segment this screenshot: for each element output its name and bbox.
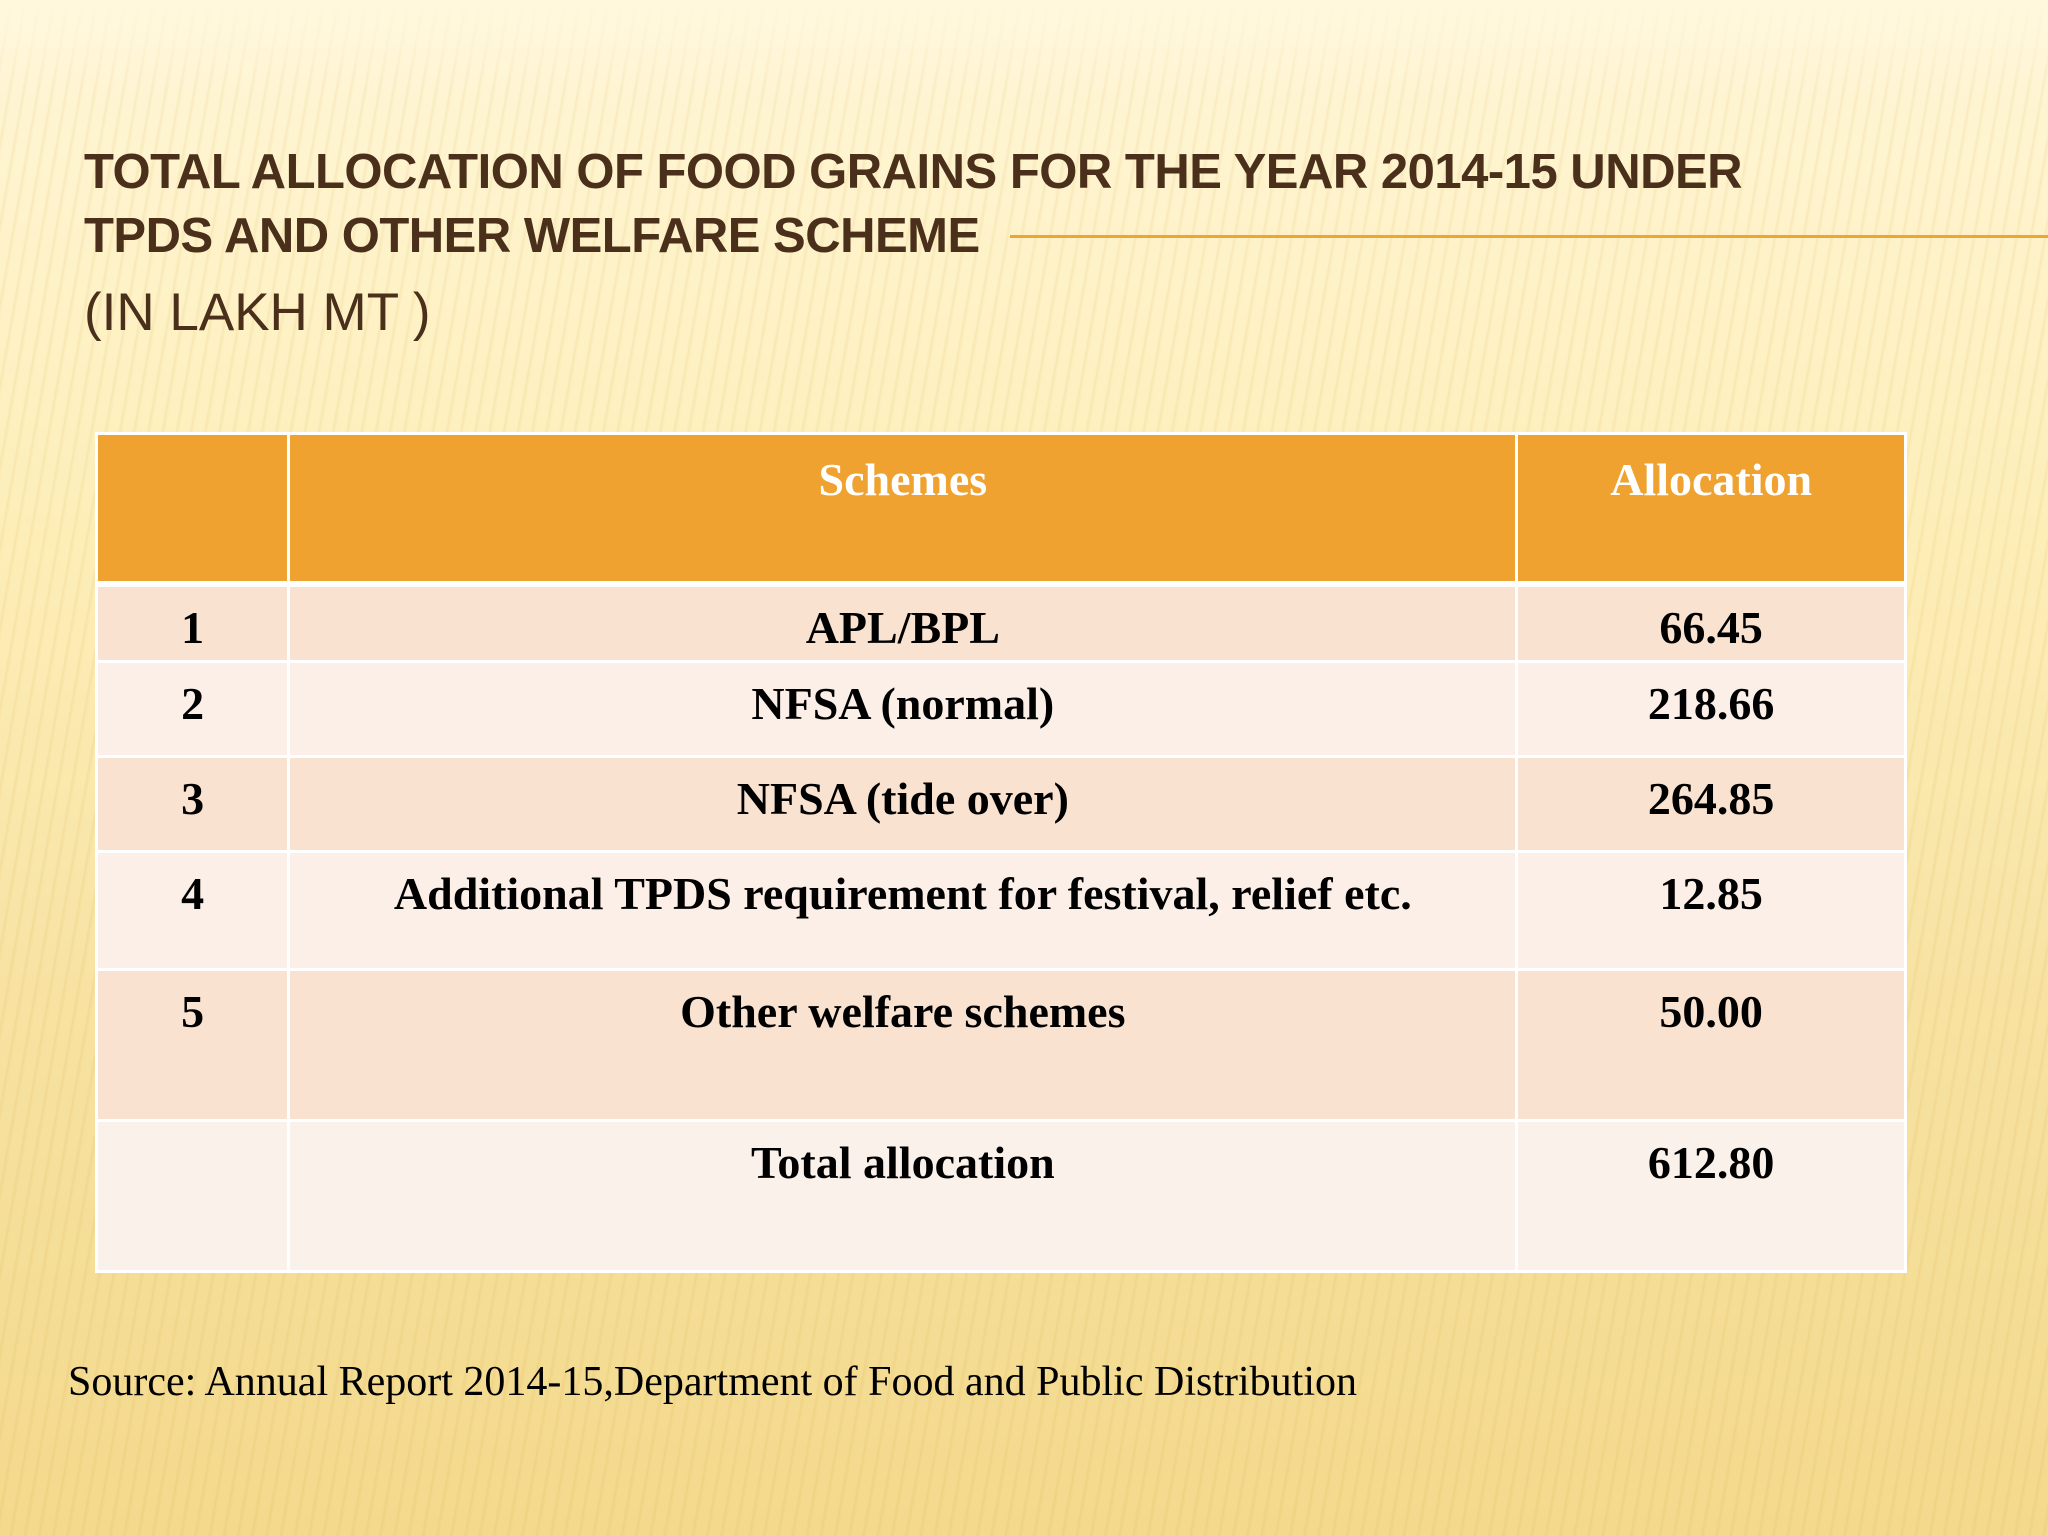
total-allocation-cell: 612.80 bbox=[1515, 1119, 1907, 1273]
table-total-row: Total allocation 612.80 bbox=[94, 1119, 1907, 1273]
row-allocation-cell: 264.85 bbox=[1515, 755, 1907, 853]
table-row: 3 NFSA (tide over) 264.85 bbox=[94, 755, 1907, 853]
slide-subtitle: (IN LAKH MT ) bbox=[84, 283, 431, 342]
slide-title: TOTAL ALLOCATION OF FOOD GRAINS FOR THE … bbox=[84, 140, 1984, 268]
total-label-cell: Total allocation bbox=[287, 1119, 1519, 1273]
table-row: 2 NFSA (normal) 218.66 bbox=[94, 660, 1907, 758]
header-allocation-cell: Allocation bbox=[1515, 432, 1907, 585]
total-number-cell bbox=[94, 1119, 291, 1273]
table-row: 5 Other welfare schemes 50.00 bbox=[94, 968, 1907, 1122]
row-number-cell: 3 bbox=[94, 755, 291, 853]
row-number-cell: 1 bbox=[94, 582, 291, 663]
row-number-cell: 2 bbox=[94, 660, 291, 758]
row-number-cell: 5 bbox=[94, 968, 291, 1122]
table-row: 4 Additional TPDS requirement for festiv… bbox=[94, 850, 1907, 971]
row-number-cell: 4 bbox=[94, 850, 291, 971]
table-row: 1 APL/BPL 66.45 bbox=[94, 582, 1907, 663]
row-scheme-cell: APL/BPL bbox=[287, 582, 1519, 663]
source-note: Source: Annual Report 2014-15,Department… bbox=[68, 1359, 1357, 1405]
row-scheme-cell: NFSA (normal) bbox=[287, 660, 1519, 758]
row-allocation-cell: 66.45 bbox=[1515, 582, 1907, 663]
allocation-table: Schemes Allocation 1 APL/BPL 66.45 2 NFS… bbox=[94, 432, 1907, 1273]
header-schemes-cell: Schemes bbox=[287, 432, 1519, 585]
title-accent-line bbox=[1010, 235, 2048, 238]
header-number-cell bbox=[94, 432, 291, 585]
row-allocation-cell: 50.00 bbox=[1515, 968, 1907, 1122]
row-allocation-cell: 218.66 bbox=[1515, 660, 1907, 758]
row-scheme-cell: Other welfare schemes bbox=[287, 968, 1519, 1122]
row-scheme-cell: Additional TPDS requirement for festival… bbox=[287, 850, 1519, 971]
slide-title-line-2: TPDS AND OTHER WELFARE SCHEME bbox=[84, 209, 980, 263]
table-header-row: Schemes Allocation bbox=[94, 432, 1907, 585]
row-scheme-cell: NFSA (tide over) bbox=[287, 755, 1519, 853]
slide-title-line-1: TOTAL ALLOCATION OF FOOD GRAINS FOR THE … bbox=[84, 145, 1743, 199]
top-band bbox=[0, 0, 2048, 95]
row-allocation-cell: 12.85 bbox=[1515, 850, 1907, 971]
